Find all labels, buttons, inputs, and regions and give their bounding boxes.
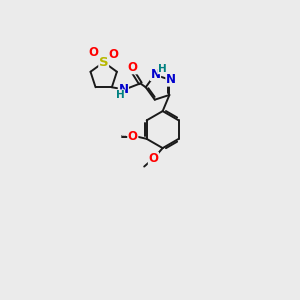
Text: H: H bbox=[116, 90, 125, 100]
Text: N: N bbox=[118, 83, 128, 96]
Text: O: O bbox=[128, 130, 138, 143]
Text: O: O bbox=[128, 61, 138, 74]
Text: S: S bbox=[99, 56, 109, 69]
Text: O: O bbox=[108, 48, 118, 61]
Text: N: N bbox=[166, 73, 176, 86]
Text: methoxy: methoxy bbox=[121, 134, 127, 136]
Text: O: O bbox=[148, 152, 158, 165]
Text: O: O bbox=[89, 46, 99, 59]
Text: N: N bbox=[151, 68, 160, 80]
Text: H: H bbox=[158, 64, 167, 74]
